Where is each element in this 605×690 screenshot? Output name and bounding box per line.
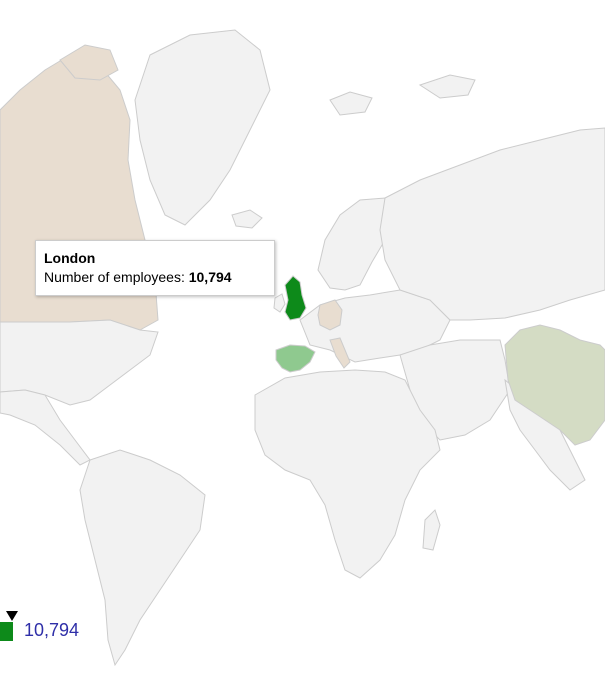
canada-islands-region[interactable] [59, 44, 119, 81]
china-region[interactable] [504, 324, 605, 446]
iceland-region[interactable] [231, 209, 263, 229]
uk-region[interactable] [284, 275, 307, 321]
italy-region[interactable] [329, 337, 351, 369]
africa-region[interactable] [254, 369, 441, 579]
russia-region[interactable] [379, 127, 605, 321]
ireland-region[interactable] [273, 293, 286, 313]
arctic-islands-region[interactable] [329, 74, 476, 116]
spain-region[interactable] [275, 344, 316, 373]
tooltip-title: London [44, 250, 96, 266]
tooltip-value: 10,794 [188, 269, 232, 285]
tooltip-label: Number of employees: [44, 269, 185, 285]
legend-pointer-icon [6, 611, 18, 621]
legend-color-swatch [0, 622, 13, 641]
greenland-region[interactable] [134, 29, 271, 226]
legend-value: 10,794 [24, 620, 80, 640]
map-tooltip: London Number of employees: 10,794 [35, 240, 275, 296]
madagascar-region[interactable] [422, 509, 441, 551]
germany-region[interactable] [317, 299, 343, 331]
central-america-region[interactable] [0, 389, 91, 466]
south-america-region[interactable] [79, 449, 206, 667]
